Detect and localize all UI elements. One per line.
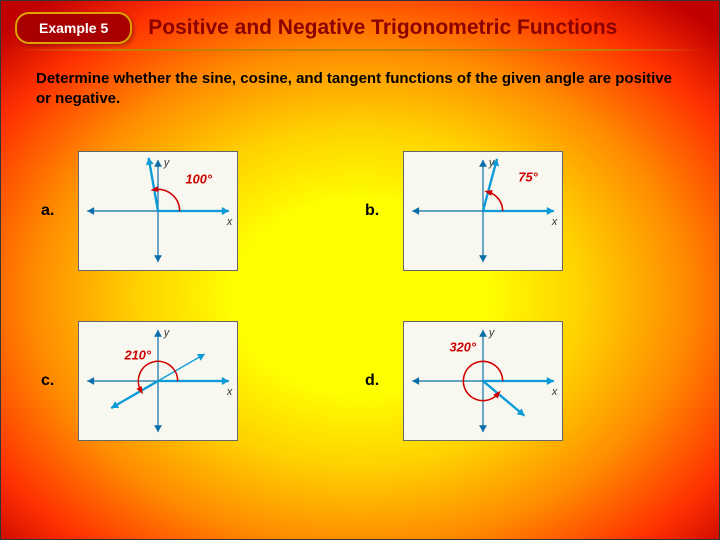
diagram-label: d. xyxy=(365,372,379,390)
svg-text:210°: 210° xyxy=(124,347,152,362)
diagram-cell: d. 320° x y xyxy=(365,321,679,441)
svg-text:x: x xyxy=(551,386,558,398)
svg-text:y: y xyxy=(488,327,495,339)
slide-title: Positive and Negative Trigonometric Func… xyxy=(148,16,617,40)
svg-text:320°: 320° xyxy=(450,340,477,355)
angle-diagram: 210° x y xyxy=(78,321,238,441)
diagram-cell: a. 100° x y xyxy=(41,151,355,271)
svg-text:x: x xyxy=(551,216,558,228)
diagram-cell: c. 210° x y xyxy=(41,321,355,441)
angle-diagram: 100° x y xyxy=(78,151,238,271)
diagram-cell: b. 75° x y xyxy=(365,151,679,271)
svg-text:y: y xyxy=(163,327,170,339)
angle-diagram: 320° x y xyxy=(403,321,563,441)
slide: Example 5 Positive and Negative Trigonom… xyxy=(0,0,720,540)
diagram-label: a. xyxy=(41,202,54,220)
svg-text:100°: 100° xyxy=(186,171,213,186)
svg-text:y: y xyxy=(488,157,495,169)
svg-text:75°: 75° xyxy=(519,170,539,185)
svg-text:x: x xyxy=(226,386,233,398)
question-text: Determine whether the sine, cosine, and … xyxy=(36,69,684,110)
svg-text:y: y xyxy=(163,157,170,169)
diagram-label: b. xyxy=(365,202,379,220)
svg-text:x: x xyxy=(226,216,233,228)
example-badge: Example 5 xyxy=(15,12,132,44)
diagram-label: c. xyxy=(41,372,54,390)
diagram-grid: a. 100° x y b. 75° x y c. 210° x y d. 320° x y xyxy=(41,151,679,441)
title-underline xyxy=(15,49,705,51)
header: Example 5 Positive and Negative Trigonom… xyxy=(15,9,705,47)
angle-diagram: 75° x y xyxy=(403,151,563,271)
